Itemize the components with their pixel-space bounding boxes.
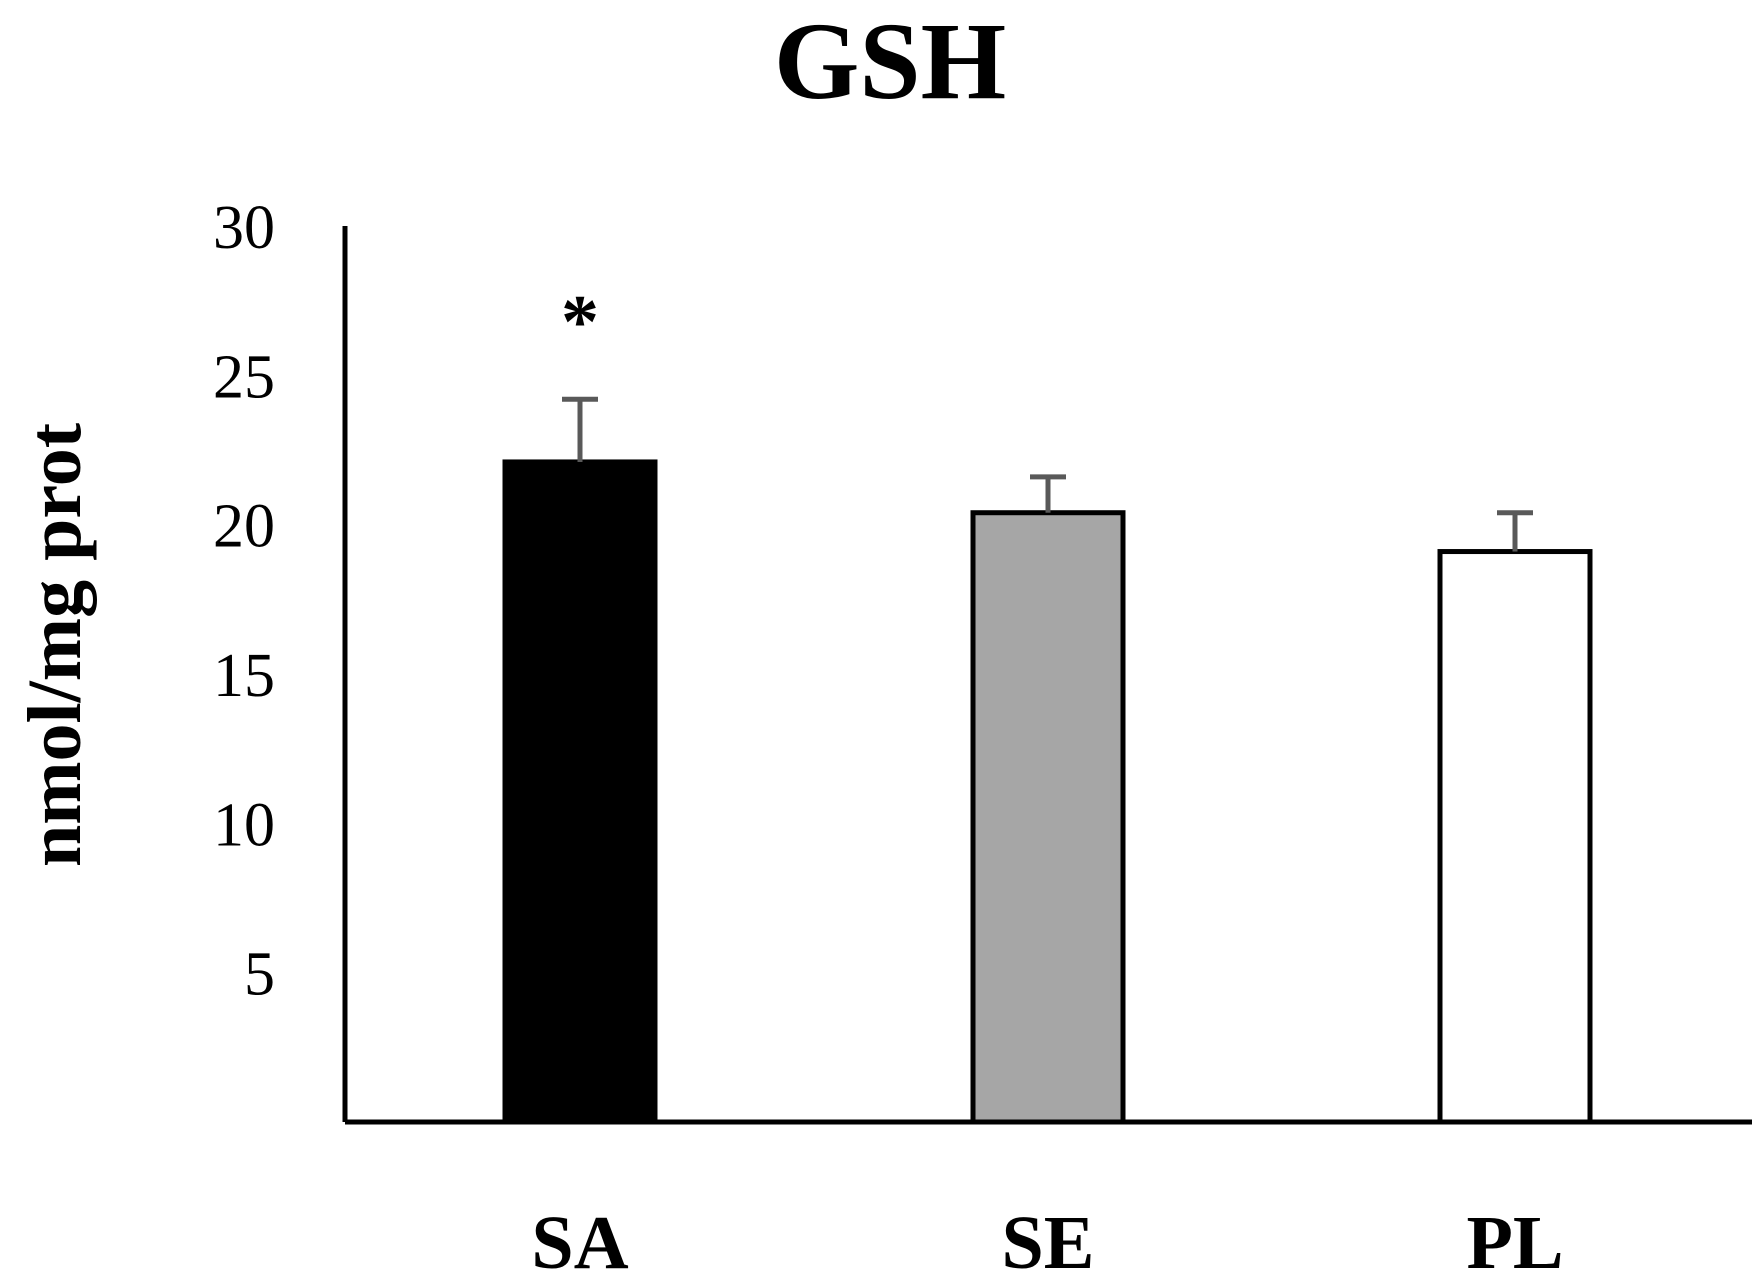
y-tick-label: 5 bbox=[244, 941, 275, 1009]
y-tick-labels: 5 10 15 20 25 30 bbox=[213, 194, 275, 1009]
bar-sa bbox=[502, 459, 658, 1125]
annotations: * bbox=[561, 280, 599, 364]
chart-title: GSH bbox=[774, 0, 1006, 122]
x-tick-label-se: SE bbox=[1002, 1201, 1095, 1285]
y-tick-label: 10 bbox=[213, 791, 275, 859]
y-tick-label: 15 bbox=[213, 642, 275, 710]
bar-se bbox=[970, 510, 1126, 1125]
bars bbox=[502, 459, 1593, 1125]
x-tick-label-pl: PL bbox=[1466, 1201, 1563, 1285]
significance-mark: * bbox=[561, 280, 599, 364]
y-axis-label: nmol/mg prot bbox=[13, 423, 97, 867]
y-tick-label: 30 bbox=[213, 194, 275, 262]
error-bars bbox=[562, 396, 1533, 552]
bar-pl bbox=[1437, 549, 1593, 1125]
x-tick-label-sa: SA bbox=[531, 1201, 628, 1285]
x-tick-labels: SA SE PL bbox=[531, 1201, 1563, 1285]
y-tick-label: 25 bbox=[213, 343, 275, 411]
y-tick-label: 20 bbox=[213, 493, 275, 561]
